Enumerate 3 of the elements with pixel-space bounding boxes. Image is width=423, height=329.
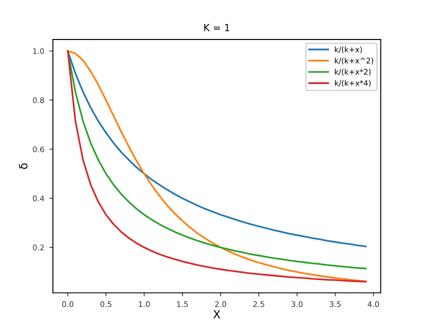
y-axis-title: δ xyxy=(19,163,28,169)
x-axis-title: X xyxy=(213,310,220,318)
chart-title: K = 1 xyxy=(204,24,230,32)
